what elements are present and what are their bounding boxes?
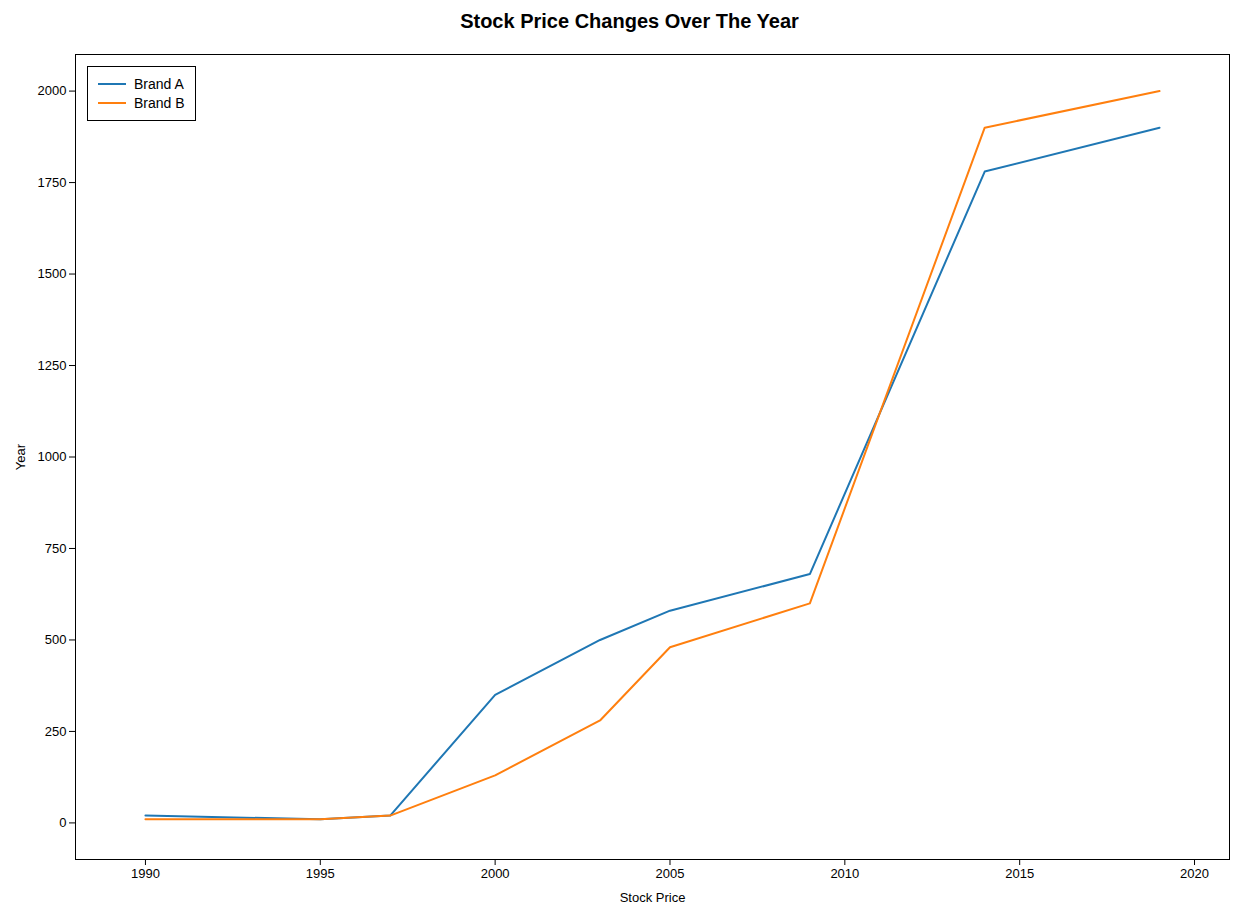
svg-text:500: 500 <box>45 632 67 647</box>
svg-text:0: 0 <box>59 815 66 830</box>
svg-text:2010: 2010 <box>830 866 859 881</box>
svg-text:1750: 1750 <box>38 175 67 190</box>
html-text:Stock Price Changes Over The Y: Stock Price Changes Over The Year <box>460 10 799 32</box>
svg-text:2020: 2020 <box>1180 866 1209 881</box>
svg-text:1995: 1995 <box>306 866 335 881</box>
svg-text:2005: 2005 <box>656 866 685 881</box>
svg-text:2000: 2000 <box>481 866 510 881</box>
svg-text:750: 750 <box>45 541 67 556</box>
svg-text:Stock Price: Stock Price <box>620 890 686 905</box>
svg-text:2015: 2015 <box>1005 866 1034 881</box>
html-text:Brand B: Brand B <box>134 95 185 111</box>
svg-text:1000: 1000 <box>38 449 67 464</box>
svg-text:1990: 1990 <box>131 866 160 881</box>
svg-text:Year: Year <box>13 443 28 470</box>
svg-text:1500: 1500 <box>38 266 67 281</box>
html-text:Brand A: Brand A <box>134 76 184 92</box>
svg-text:2000: 2000 <box>38 83 67 98</box>
svg-text:250: 250 <box>45 724 67 739</box>
svg-text:1250: 1250 <box>38 358 67 373</box>
